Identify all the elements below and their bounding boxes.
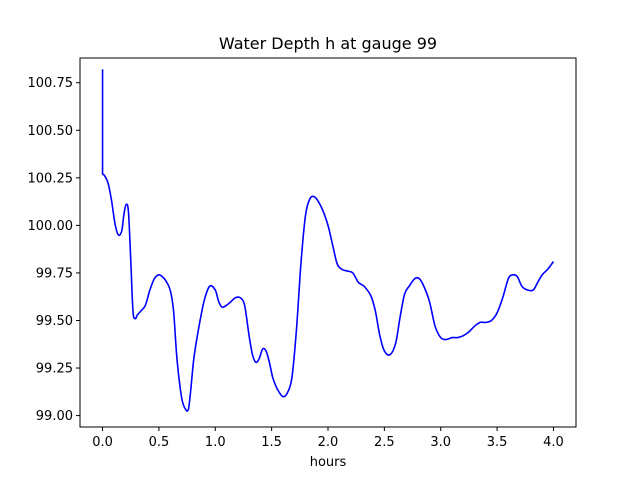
y-tick-label: 99.75 bbox=[36, 266, 73, 281]
x-tick-label: 3.5 bbox=[487, 435, 508, 450]
y-tick-label: 100.00 bbox=[28, 219, 74, 234]
y-tick-label: 100.50 bbox=[28, 124, 74, 139]
x-tick-label: 1.5 bbox=[261, 435, 282, 450]
y-axis: 99.00 99.25 99.50 99.75 100.00 100.25 100.50 10… bbox=[28, 76, 80, 424]
series-line bbox=[101, 69, 555, 412]
plot-area bbox=[101, 69, 555, 412]
y-tick-label: 100.75 bbox=[28, 76, 74, 91]
x-axis: 0.0 0.5 1.0 1.5 2.0 2.5 3.0 3.5 4.0 bbox=[92, 427, 564, 450]
x-axis-label: hours bbox=[310, 455, 347, 470]
chart-title: Water Depth h at gauge 99 bbox=[219, 34, 437, 53]
x-tick-label: 2.0 bbox=[318, 435, 339, 450]
y-tick-label: 99.00 bbox=[36, 409, 73, 424]
y-tick-label: 99.25 bbox=[36, 362, 73, 377]
y-tick-label: 99.50 bbox=[36, 314, 73, 329]
x-tick-label: 0.0 bbox=[92, 435, 113, 450]
x-tick-label: 4.0 bbox=[543, 435, 564, 450]
x-tick-label: 0.5 bbox=[149, 435, 170, 450]
x-tick-label: 3.0 bbox=[430, 435, 451, 450]
axes-frame bbox=[79, 57, 577, 428]
x-tick-label: 2.5 bbox=[374, 435, 395, 450]
y-tick-label: 100.25 bbox=[28, 171, 74, 186]
x-tick-label: 1.0 bbox=[205, 435, 226, 450]
